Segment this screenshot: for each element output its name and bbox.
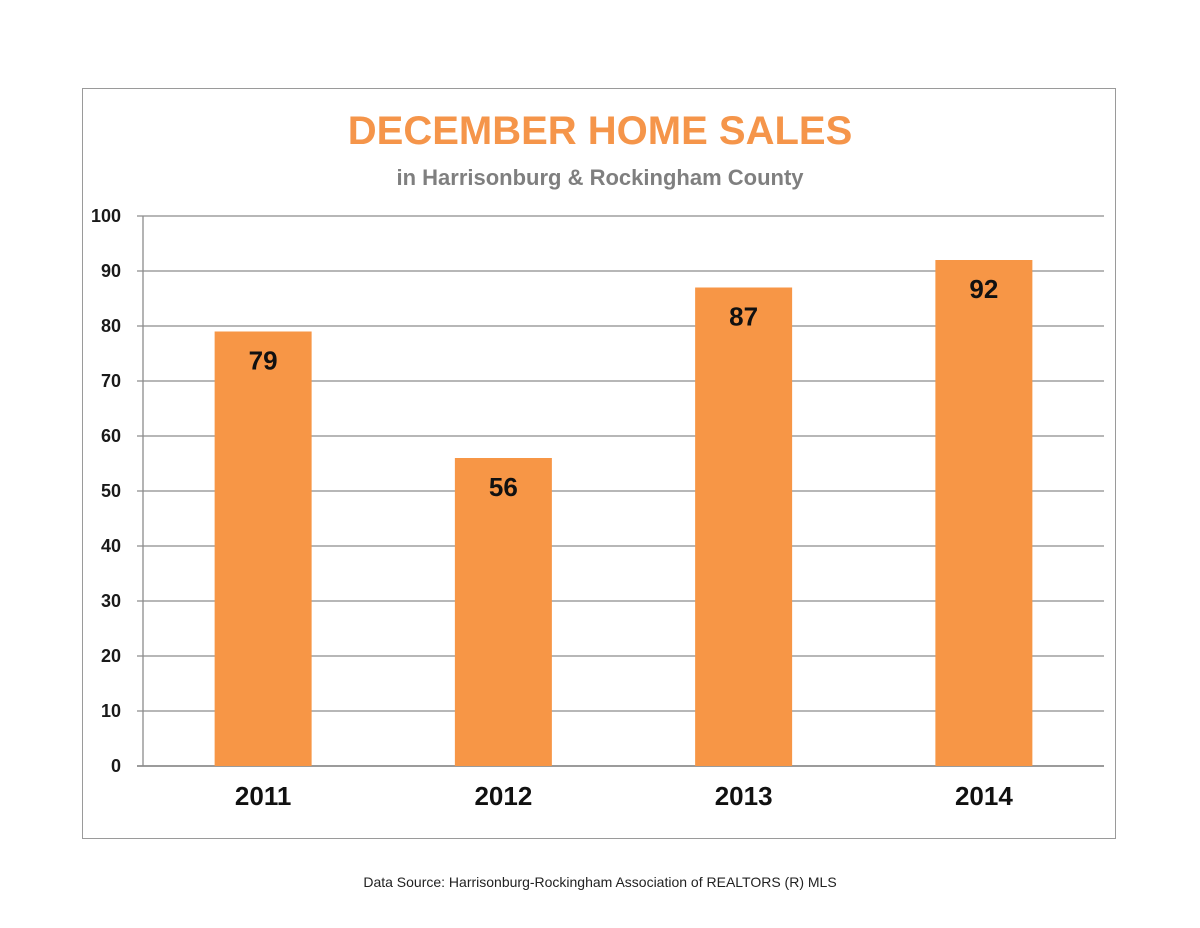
data-label: 92	[969, 274, 998, 304]
y-tick-label: 20	[101, 646, 121, 666]
y-tick-label: 60	[101, 426, 121, 446]
bar-2013	[695, 287, 793, 766]
y-tick-label: 0	[111, 756, 121, 776]
data-source-note: Data Source: Harrisonburg-Rockingham Ass…	[363, 874, 837, 890]
y-tick-label: 80	[101, 316, 121, 336]
x-tick-label: 2014	[955, 781, 1013, 811]
y-tick-label: 50	[101, 481, 121, 501]
data-label: 87	[729, 302, 758, 332]
y-tick-label: 10	[101, 701, 121, 721]
x-tick-label: 2011	[235, 781, 291, 811]
bars	[214, 260, 1033, 766]
data-labels: 79 56 87 92	[249, 274, 999, 502]
bar-2012	[454, 458, 552, 766]
chart-title: DECEMBER HOME SALES	[347, 109, 853, 153]
bar-2014	[935, 260, 1033, 766]
y-tick-label: 70	[101, 371, 121, 391]
y-tick-label: 40	[101, 536, 121, 556]
y-tick-label: 100	[91, 206, 121, 226]
chart-frame	[82, 88, 1116, 839]
bar-2011	[214, 331, 312, 766]
y-tick-label: 30	[101, 591, 121, 611]
data-label: 79	[249, 346, 278, 376]
y-tick-label: 90	[101, 261, 121, 281]
data-label: 56	[489, 472, 518, 502]
x-axis-ticks: 2011 2012 2013 2014	[235, 781, 1013, 811]
y-axis-ticks: 0 10 20 30 40 50 60 70 80 90 100	[91, 206, 121, 776]
x-tick-label: 2012	[474, 781, 532, 811]
chart-subtitle: in Harrisonburg & Rockingham County	[396, 165, 804, 190]
x-tick-label: 2013	[715, 781, 773, 811]
